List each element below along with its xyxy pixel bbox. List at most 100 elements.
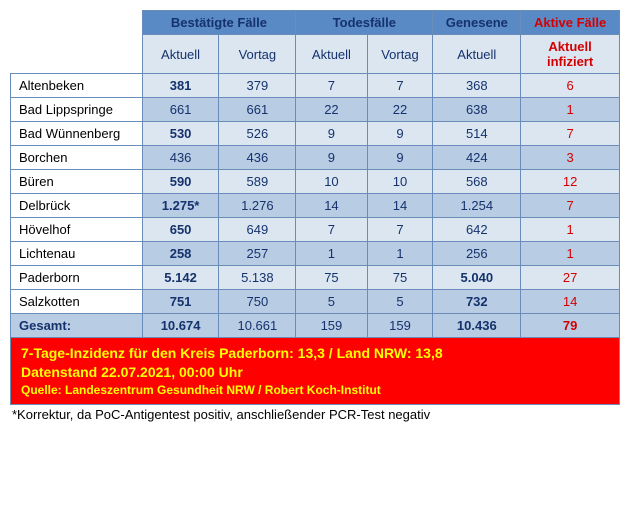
active-cases: 1 — [521, 218, 620, 242]
confirmed-prev: 661 — [219, 98, 296, 122]
table-row: Hövelhof650649776421 — [11, 218, 620, 242]
deaths-current: 9 — [296, 146, 367, 170]
corner-cell-2 — [11, 35, 143, 74]
recovered: 256 — [433, 242, 521, 266]
active-cases: 7 — [521, 194, 620, 218]
table-row: Büren590589101056812 — [11, 170, 620, 194]
total-recovered: 10.436 — [433, 314, 521, 338]
active-cases: 1 — [521, 98, 620, 122]
confirmed-prev: 750 — [219, 290, 296, 314]
deaths-current: 14 — [296, 194, 367, 218]
total-active: 79 — [521, 314, 620, 338]
row-label: Büren — [11, 170, 143, 194]
total-confirmed-current: 10.674 — [142, 314, 219, 338]
confirmed-prev: 257 — [219, 242, 296, 266]
subheader-recovered-current: Aktuell — [433, 35, 521, 74]
deaths-prev: 1 — [367, 242, 433, 266]
source-line: Quelle: Landeszentrum Gesundheit NRW / R… — [21, 382, 609, 398]
row-label: Delbrück — [11, 194, 143, 218]
subheader-confirmed-current: Aktuell — [142, 35, 219, 74]
incidence-info-box: 7-Tage-Inzidenz für den Kreis Paderborn:… — [10, 338, 620, 405]
subheader-deaths-prev: Vortag — [367, 35, 433, 74]
table-row: Bad Wünnenberg530526995147 — [11, 122, 620, 146]
active-cases: 27 — [521, 266, 620, 290]
covid-stats-table: Bestätigte Fälle Todesfälle Genesene Akt… — [10, 10, 620, 338]
confirmed-current: 5.142 — [142, 266, 219, 290]
table-row: Salzkotten7517505573214 — [11, 290, 620, 314]
deaths-prev: 10 — [367, 170, 433, 194]
active-cases: 1 — [521, 242, 620, 266]
header-active: Aktive Fälle — [521, 11, 620, 35]
deaths-current: 10 — [296, 170, 367, 194]
total-confirmed-prev: 10.661 — [219, 314, 296, 338]
row-label: Salzkotten — [11, 290, 143, 314]
header-deaths: Todesfälle — [296, 11, 433, 35]
recovered: 642 — [433, 218, 521, 242]
subheader-deaths-current: Aktuell — [296, 35, 367, 74]
recovered: 368 — [433, 74, 521, 98]
confirmed-prev: 436 — [219, 146, 296, 170]
confirmed-current: 661 — [142, 98, 219, 122]
deaths-prev: 5 — [367, 290, 433, 314]
recovered: 514 — [433, 122, 521, 146]
table-row: Delbrück1.275*1.27614141.2547 — [11, 194, 620, 218]
total-row: Gesamt: 10.674 10.661 159 159 10.436 79 — [11, 314, 620, 338]
confirmed-current: 436 — [142, 146, 219, 170]
deaths-prev: 22 — [367, 98, 433, 122]
confirmed-current: 590 — [142, 170, 219, 194]
confirmed-prev: 1.276 — [219, 194, 296, 218]
row-label: Hövelhof — [11, 218, 143, 242]
confirmed-current: 258 — [142, 242, 219, 266]
table-row: Altenbeken381379773686 — [11, 74, 620, 98]
confirmed-current: 751 — [142, 290, 219, 314]
active-cases: 14 — [521, 290, 620, 314]
data-date-line: Datenstand 22.07.2021, 00:00 Uhr — [21, 363, 609, 382]
active-cases: 6 — [521, 74, 620, 98]
confirmed-prev: 649 — [219, 218, 296, 242]
deaths-current: 7 — [296, 218, 367, 242]
confirmed-prev: 379 — [219, 74, 296, 98]
recovered: 568 — [433, 170, 521, 194]
table-row: Bad Lippspringe66166122226381 — [11, 98, 620, 122]
total-label: Gesamt: — [11, 314, 143, 338]
confirmed-current: 530 — [142, 122, 219, 146]
subheader-active-current: Aktuellinfiziert — [521, 35, 620, 74]
row-label: Bad Wünnenberg — [11, 122, 143, 146]
row-label: Bad Lippspringe — [11, 98, 143, 122]
row-label: Paderborn — [11, 266, 143, 290]
row-label: Lichtenau — [11, 242, 143, 266]
confirmed-prev: 589 — [219, 170, 296, 194]
deaths-prev: 14 — [367, 194, 433, 218]
corner-cell — [11, 11, 143, 35]
header-recovered: Genesene — [433, 11, 521, 35]
deaths-current: 22 — [296, 98, 367, 122]
total-deaths-prev: 159 — [367, 314, 433, 338]
header-confirmed: Bestätigte Fälle — [142, 11, 296, 35]
table-row: Paderborn5.1425.13875755.04027 — [11, 266, 620, 290]
table-row: Borchen436436994243 — [11, 146, 620, 170]
deaths-current: 7 — [296, 74, 367, 98]
recovered: 5.040 — [433, 266, 521, 290]
deaths-current: 9 — [296, 122, 367, 146]
confirmed-prev: 526 — [219, 122, 296, 146]
deaths-prev: 9 — [367, 146, 433, 170]
confirmed-current: 650 — [142, 218, 219, 242]
recovered: 424 — [433, 146, 521, 170]
recovered: 1.254 — [433, 194, 521, 218]
subheader-confirmed-prev: Vortag — [219, 35, 296, 74]
active-cases: 12 — [521, 170, 620, 194]
deaths-prev: 9 — [367, 122, 433, 146]
deaths-prev: 75 — [367, 266, 433, 290]
deaths-current: 1 — [296, 242, 367, 266]
recovered: 638 — [433, 98, 521, 122]
confirmed-current: 1.275* — [142, 194, 219, 218]
confirmed-prev: 5.138 — [219, 266, 296, 290]
table-row: Lichtenau258257112561 — [11, 242, 620, 266]
deaths-current: 5 — [296, 290, 367, 314]
confirmed-current: 381 — [142, 74, 219, 98]
row-label: Altenbeken — [11, 74, 143, 98]
deaths-current: 75 — [296, 266, 367, 290]
active-cases: 3 — [521, 146, 620, 170]
recovered: 732 — [433, 290, 521, 314]
deaths-prev: 7 — [367, 74, 433, 98]
